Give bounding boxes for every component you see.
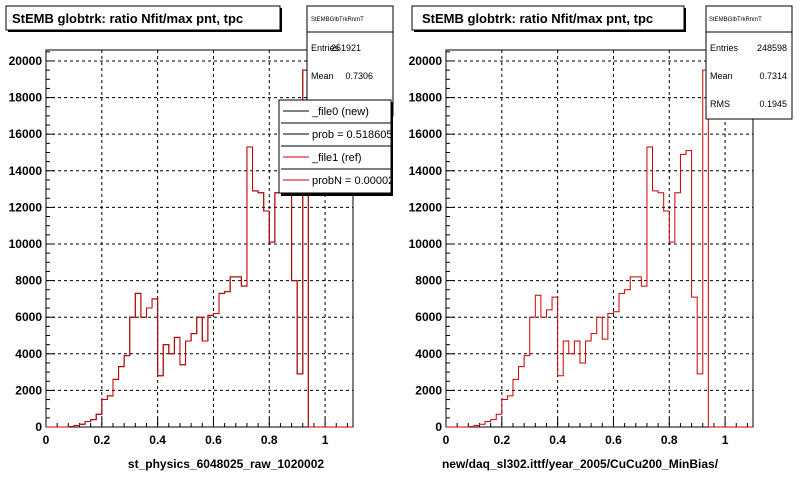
panel-right-stats-mean-label: Mean [710,71,733,81]
y-tick-label: 0 [435,420,442,434]
y-tick-label: 8000 [415,274,442,288]
panel-right-stats-entries-value: 248598 [757,43,787,53]
y-tick-label: 12000 [409,200,443,214]
legend-label-ref: _file1 (ref) [311,152,362,164]
x-tick-label: 0.8 [261,433,278,447]
panel-right-stats-entries-label: Entries [710,43,739,53]
panel-right-stats-rms-value: 0.1945 [759,99,787,109]
panel-left: StEMB globtrk: ratio Nfit/max pnt, tpc 0… [5,5,400,471]
panel-left-legend: _file0 (new) prob = 0.518605 _file1 (ref… [278,99,400,196]
x-tick-label: 0.6 [205,433,222,447]
y-tick-label: 10000 [409,237,443,251]
panel-left-frame [45,49,354,428]
panel-right-stats-box: StEMBGlbTrkRnmT Entries 248598 Mean 0.73… [705,5,793,120]
panel-left-title: StEMB globtrk: ratio Nfit/max pnt, tpc [12,11,243,26]
panel-left-stats-mean-value: 0.7306 [345,71,373,81]
y-tick-label: 14000 [9,164,43,178]
panel-right-x-axis-label: new/daq_sl302.ittf/year_2005/CuCu200_Min… [442,457,719,471]
x-tick-label: 0.6 [605,433,622,447]
x-tick-label: 1 [322,433,329,447]
panel-right-frame [445,49,754,428]
y-tick-label: 0 [35,420,42,434]
x-tick-label: 0 [43,433,50,447]
legend-label-prob: prob = 0.518605 [312,129,392,141]
y-tick-label: 20000 [409,54,443,68]
legend-label-probn: probN = 0.000024 [312,175,400,187]
y-tick-label: 6000 [415,310,442,324]
legend-label-new: _file0 (new) [311,106,369,118]
panel-left-stats-entries-value: 251921 [331,43,361,53]
histogram-series-ref [446,69,753,428]
x-tick-label: 0.4 [149,433,166,447]
panel-left-stats-mean-label: Mean [311,71,334,81]
panel-right-title: StEMB globtrk: ratio Nfit/max pnt, tpc [422,11,653,26]
y-tick-label: 6000 [15,310,42,324]
y-tick-label: 4000 [15,347,42,361]
y-tick-label: 4000 [415,347,442,361]
y-tick-label: 20000 [9,54,43,68]
x-tick-label: 0.2 [493,433,510,447]
y-tick-label: 8000 [15,274,42,288]
panel-right-stats-header: StEMBGlbTrkRnmT [709,17,762,23]
panel-left-x-axis-label: st_physics_6048025_raw_1020002 [128,457,324,471]
x-tick-label: 0 [443,433,450,447]
panel-right-title-box: StEMB globtrk: ratio Nfit/max pnt, tpc [411,5,686,32]
panel-right-stats-rms-label: RMS [710,99,730,109]
y-tick-label: 18000 [409,91,443,105]
x-tick-label: 0.8 [661,433,678,447]
y-tick-label: 2000 [15,383,42,397]
y-tick-label: 18000 [9,91,43,105]
x-tick-label: 1 [722,433,729,447]
panel-right-stats-mean-value: 0.7314 [759,71,787,81]
y-tick-label: 12000 [9,200,43,214]
y-tick-label: 2000 [415,383,442,397]
y-tick-label: 16000 [9,127,43,141]
panel-left-stats-box: StEMBGlbTrkRnmT Entries 251921 Mean 0.73… [306,5,394,117]
panel-right-ticks: 0 0.2 0.4 0.6 0.8 1 0 2000 4000 6000 8000 10000 1200… [409,51,748,447]
panel-right: StEMB globtrk: ratio Nfit/max pnt, tpc 0… [409,5,793,471]
x-tick-label: 0.2 [93,433,110,447]
x-tick-label: 0.4 [549,433,566,447]
panel-right-histograms [446,69,753,428]
panel-left-title-box: StEMB globtrk: ratio Nfit/max pnt, tpc [5,5,282,32]
y-tick-label: 10000 [9,237,43,251]
panel-left-ticks: 0 0.2 0.4 0.6 0.8 1 0 2000 4000 6000 8000 10000 1200… [9,51,348,447]
y-tick-label: 16000 [409,127,443,141]
panel-left-stats-header: StEMBGlbTrkRnmT [311,17,364,23]
panel-left-stats-entries-label: Entries [311,43,340,53]
y-tick-label: 14000 [409,164,443,178]
